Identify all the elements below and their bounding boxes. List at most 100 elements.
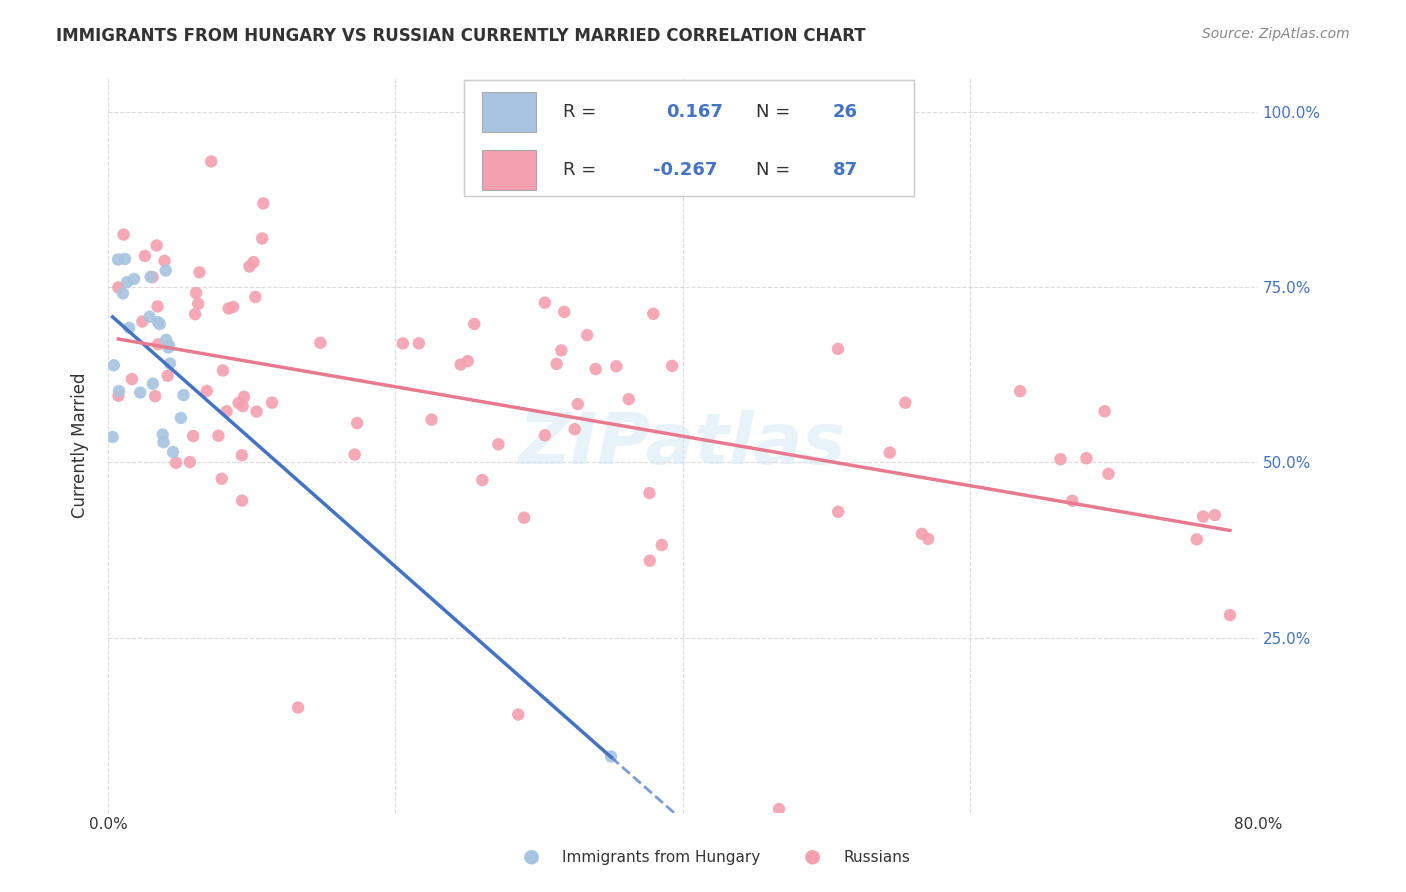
Point [179,455,201,469]
Text: ●: ● [804,847,827,865]
Text: Russians: Russians [844,850,911,865]
Point [188,265,211,279]
Point [187,297,209,311]
Point [173,388,195,402]
Point [392,336,415,351]
Point [184,307,207,321]
Point [107,280,129,294]
Point [287,700,309,714]
Point [155,333,177,347]
Point [139,269,162,284]
Point [894,395,917,409]
Point [346,416,368,430]
Point [129,385,152,400]
Point [149,317,172,331]
Point [546,357,568,371]
Point [827,342,849,356]
Y-axis label: Currently Married: Currently Married [72,372,89,517]
Point [638,554,661,568]
Point [513,510,536,524]
Point [122,272,145,286]
Point [879,445,901,459]
Point [600,749,623,764]
Point [101,430,124,444]
Point [107,389,129,403]
Point [228,396,250,410]
Point [181,429,204,443]
Point [245,290,267,304]
Point [1192,509,1215,524]
Point [564,422,586,436]
Point [617,392,640,407]
Point [231,493,253,508]
Point [184,285,207,300]
Point [131,314,153,328]
Point [115,275,138,289]
Point [1010,384,1032,399]
Point [231,448,253,462]
FancyBboxPatch shape [482,92,536,132]
Point [152,435,174,450]
FancyBboxPatch shape [482,150,536,191]
Point [643,307,665,321]
Point [114,252,136,266]
Point [111,286,134,301]
Point [343,448,366,462]
Point [146,315,169,329]
Point [252,231,274,245]
Point [911,527,934,541]
Point [212,363,235,377]
Point [195,384,218,398]
Point [222,300,245,314]
Point [1219,608,1241,623]
Point [170,411,193,425]
Point [155,263,177,277]
Point [1076,451,1098,466]
Point [260,395,283,409]
Text: 26: 26 [832,103,858,120]
Point [157,338,180,352]
Text: ZIPatlas: ZIPatlas [519,410,846,480]
Point [238,260,260,274]
Point [463,317,485,331]
Point [162,445,184,459]
Point [550,343,572,358]
Point [156,368,179,383]
Point [309,335,332,350]
Point [118,321,141,335]
Point [138,310,160,324]
Point [585,362,607,376]
Point [450,358,472,372]
Point [207,428,229,442]
Point [245,404,267,418]
Point [146,337,169,351]
Point [218,301,240,316]
Point [457,354,479,368]
Point [661,359,683,373]
Point [108,384,131,398]
Point [1097,467,1119,481]
Text: R =: R = [562,161,596,178]
Text: ●: ● [523,847,546,865]
Point [605,359,627,374]
Point [152,427,174,442]
Point [553,305,575,319]
Text: R =: R = [562,103,596,120]
Point [768,802,790,816]
Point [134,249,156,263]
Point [567,397,589,411]
Point [107,252,129,267]
Point [420,412,443,426]
Point [103,358,125,372]
Point [1049,452,1071,467]
Point [408,336,430,351]
Point [252,196,274,211]
Point [1185,533,1208,547]
Point [533,295,555,310]
Point [471,473,494,487]
Text: N =: N = [756,161,790,178]
Point [157,341,180,355]
Point [1094,404,1116,418]
Point [233,390,256,404]
Point [121,372,143,386]
